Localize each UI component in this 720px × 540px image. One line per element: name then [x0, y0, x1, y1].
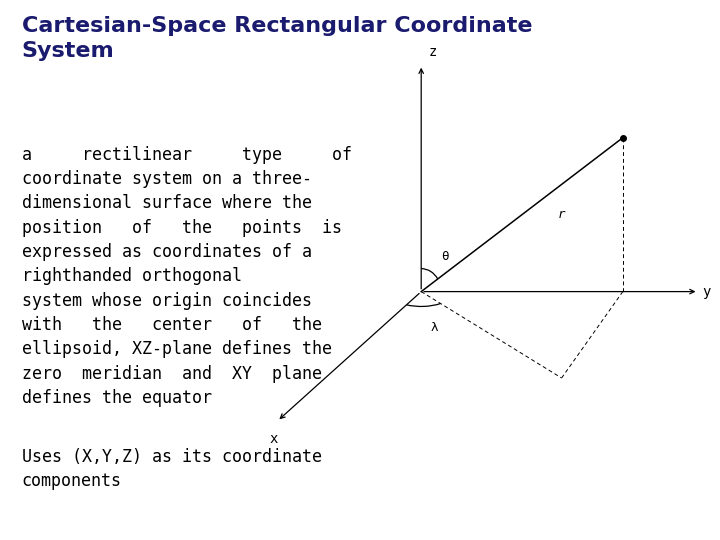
- Text: a     rectilinear     type     of
coordinate system on a three-
dimensional surf: a rectilinear type of coordinate system …: [22, 146, 351, 407]
- Text: θ: θ: [441, 250, 449, 263]
- Text: x: x: [269, 432, 278, 446]
- Text: λ: λ: [431, 321, 438, 334]
- Text: r: r: [558, 208, 565, 221]
- Text: z: z: [428, 45, 437, 59]
- Text: Cartesian-Space Rectangular Coordinate
System: Cartesian-Space Rectangular Coordinate S…: [22, 16, 532, 61]
- Text: Uses (X,Y,Z) as its coordinate
components: Uses (X,Y,Z) as its coordinate component…: [22, 448, 322, 490]
- Text: y: y: [702, 285, 711, 299]
